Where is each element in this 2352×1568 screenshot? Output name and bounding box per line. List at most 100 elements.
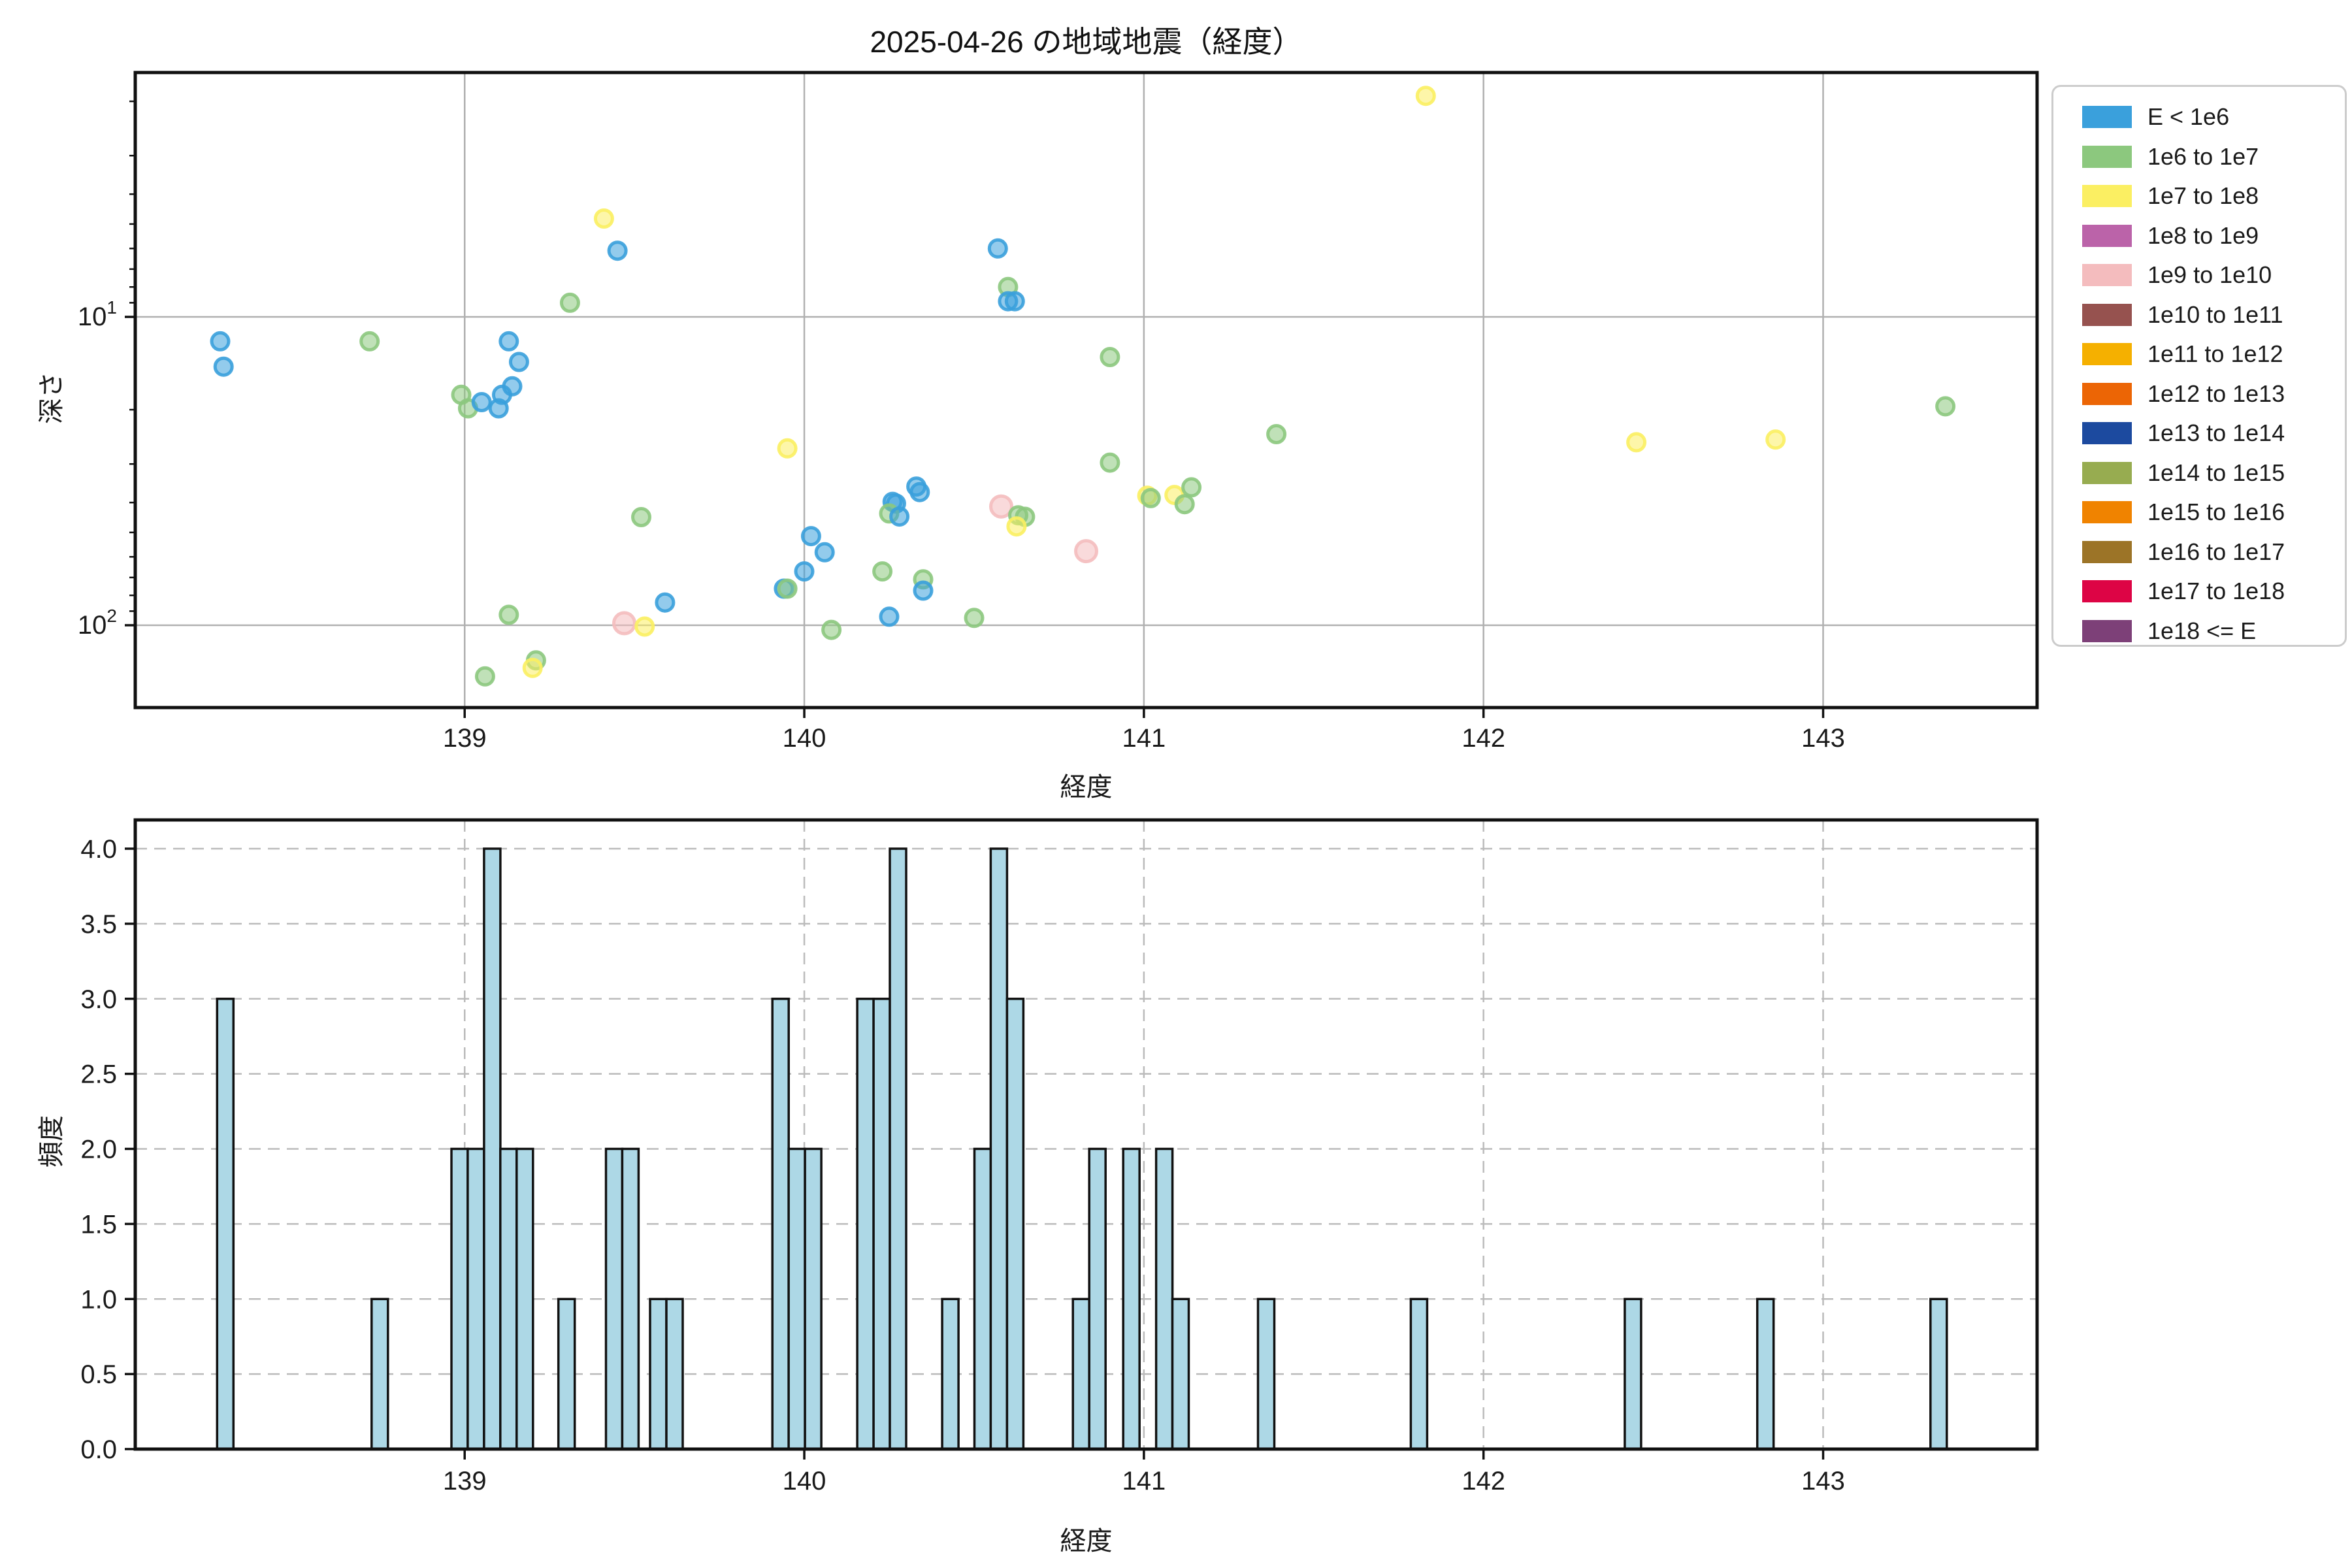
legend-label: 1e14 to 1e15 bbox=[2148, 459, 2285, 486]
legend-swatch bbox=[2082, 619, 2132, 642]
legend-entry: 1e17 to 1e18 bbox=[2053, 572, 2345, 612]
legend-label: 1e11 to 1e12 bbox=[2148, 340, 2283, 368]
legend-label: 1e10 to 1e11 bbox=[2148, 301, 2283, 328]
histogram-bar bbox=[771, 998, 790, 1450]
legend-entry: 1e15 to 1e16 bbox=[2053, 493, 2345, 532]
scatter-point bbox=[814, 542, 835, 563]
scatter-xaxis-label: 経度 bbox=[1060, 773, 1113, 802]
y-tick-label: 4.0 bbox=[80, 835, 117, 864]
scatter-point bbox=[1100, 347, 1120, 367]
scatter-point bbox=[1935, 396, 1956, 417]
legend-swatch bbox=[2082, 264, 2132, 287]
legend-entry: 1e11 to 1e12 bbox=[2053, 335, 2345, 374]
scatter-point bbox=[872, 561, 893, 582]
chart-title: 2025-04-26 の地域地震（経度） bbox=[870, 25, 1303, 59]
histogram-bar bbox=[499, 1147, 518, 1450]
scatter-point bbox=[1100, 452, 1120, 473]
x-tick-label: 143 bbox=[1801, 1467, 1845, 1495]
histogram-bar bbox=[872, 998, 891, 1450]
histogram-bar bbox=[483, 847, 502, 1450]
scatter-point bbox=[522, 657, 543, 678]
scatter-point bbox=[1004, 291, 1025, 312]
scatter-point bbox=[1415, 86, 1436, 106]
histogram-bar bbox=[1256, 1298, 1276, 1450]
histogram-bar bbox=[989, 847, 1009, 1450]
scatter-point bbox=[777, 438, 798, 459]
y-tick-label: 2.0 bbox=[80, 1135, 117, 1164]
scatter-point bbox=[607, 240, 628, 261]
x-tick-label: 141 bbox=[1122, 724, 1166, 753]
histogram-bar bbox=[665, 1298, 684, 1450]
legend-label: 1e15 to 1e16 bbox=[2148, 498, 2285, 526]
histogram-bar bbox=[557, 1298, 576, 1450]
y-tick-label: 1.0 bbox=[80, 1285, 117, 1314]
legend-entry: 1e9 to 1e10 bbox=[2053, 255, 2345, 295]
scatter-point bbox=[634, 616, 655, 637]
scatter-point bbox=[777, 578, 798, 599]
legend-label: 1e13 to 1e14 bbox=[2148, 419, 2285, 447]
histogram-bar bbox=[1624, 1298, 1642, 1450]
scatter-point bbox=[987, 238, 1008, 259]
legend-label: 1e8 to 1e9 bbox=[2148, 221, 2259, 249]
histogram-bar bbox=[1409, 1298, 1429, 1450]
legend-entry: E < 1e6 bbox=[2053, 97, 2345, 137]
x-tick-label: 142 bbox=[1462, 1467, 1505, 1495]
y-tick-label: 0.0 bbox=[80, 1435, 117, 1464]
legend-swatch bbox=[2082, 422, 2132, 445]
legend-entry: 1e6 to 1e7 bbox=[2053, 137, 2345, 177]
y-tick-label: 0.5 bbox=[80, 1360, 117, 1389]
histogram-bar bbox=[1929, 1298, 1948, 1450]
legend-label: 1e6 to 1e7 bbox=[2148, 142, 2259, 170]
x-tick-label: 139 bbox=[443, 724, 487, 753]
legend-entry: 1e8 to 1e9 bbox=[2053, 216, 2345, 256]
y-tick-label: 1.5 bbox=[80, 1210, 117, 1239]
scatter-yaxis-label: 深さ bbox=[37, 372, 66, 424]
legend-entry: 1e7 to 1e8 bbox=[2053, 176, 2345, 216]
legend-swatch bbox=[2082, 540, 2132, 563]
scatter-point bbox=[913, 580, 934, 601]
scatter-point bbox=[879, 606, 900, 627]
legend-label: 1e9 to 1e10 bbox=[2148, 261, 2272, 289]
histogram-bar bbox=[216, 998, 235, 1450]
scatter-point bbox=[498, 604, 519, 625]
scatter-point bbox=[1174, 494, 1195, 515]
legend-entry: 1e18 <= E bbox=[2053, 612, 2345, 651]
y-tick-label: 3.5 bbox=[80, 910, 117, 939]
scatter-point bbox=[474, 666, 495, 687]
x-tick-label: 140 bbox=[783, 724, 826, 753]
histogram-bar bbox=[370, 1298, 389, 1450]
histogram-bar bbox=[1088, 1147, 1107, 1450]
histogram-bar bbox=[856, 998, 875, 1450]
scatter-point bbox=[1140, 487, 1161, 508]
histogram-bar bbox=[621, 1147, 640, 1450]
legend-swatch bbox=[2082, 343, 2132, 366]
scatter-plot: 139 140 141 142 143 101 102 bbox=[78, 71, 2039, 753]
histogram-bar bbox=[787, 1147, 806, 1450]
legend-swatch bbox=[2082, 382, 2132, 405]
scatter-point bbox=[909, 482, 930, 502]
scatter-point bbox=[889, 506, 910, 527]
histogram-xaxis-label: 経度 bbox=[1060, 1527, 1113, 1556]
scatter-point bbox=[1765, 429, 1786, 450]
scatter-point bbox=[612, 611, 636, 636]
y-tick-label: 102 bbox=[78, 606, 117, 640]
legend-swatch bbox=[2082, 303, 2132, 326]
histogram-bar bbox=[1071, 1298, 1090, 1450]
legend-label: 1e17 to 1e18 bbox=[2148, 578, 2285, 605]
legend-swatch bbox=[2082, 145, 2132, 168]
histogram-yaxis-label: 頻度 bbox=[37, 1115, 66, 1168]
scatter-point bbox=[359, 331, 380, 351]
x-tick-label: 141 bbox=[1122, 1467, 1166, 1495]
histogram-bar bbox=[450, 1147, 469, 1450]
y-tick-label: 2.5 bbox=[80, 1060, 117, 1089]
legend-entry: 1e12 to 1e13 bbox=[2053, 374, 2345, 414]
legend-label: E < 1e6 bbox=[2148, 103, 2230, 131]
legend-entry: 1e16 to 1e17 bbox=[2053, 532, 2345, 572]
histogram-bar bbox=[466, 1147, 485, 1450]
y-tick-label: 3.0 bbox=[80, 985, 117, 1014]
axes-frame bbox=[133, 71, 2039, 710]
scatter-point bbox=[593, 208, 614, 229]
scatter-point bbox=[1266, 424, 1287, 444]
scatter-point bbox=[488, 398, 509, 419]
